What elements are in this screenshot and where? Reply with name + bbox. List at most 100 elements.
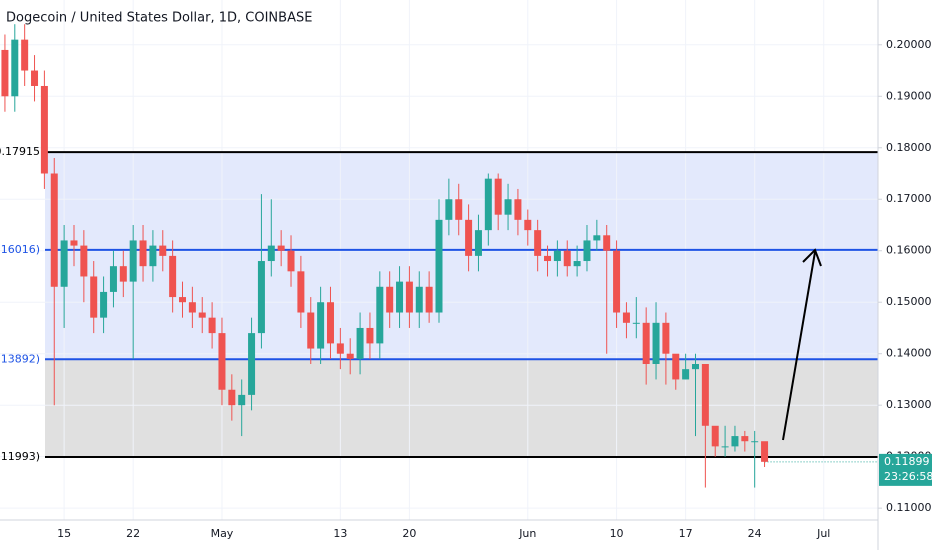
candle-body [682, 369, 690, 380]
candle-body [563, 250, 571, 267]
candle-body [524, 219, 532, 231]
candle-body [534, 230, 542, 256]
candle-body [267, 245, 275, 262]
x-tick-label: 22 [126, 527, 140, 540]
candle-body [632, 322, 640, 324]
candle-body [179, 297, 187, 303]
candle-body [356, 327, 364, 359]
candle-body [40, 85, 48, 174]
candle-body [119, 266, 127, 282]
candle-body [218, 333, 226, 390]
candle-body [70, 240, 78, 246]
candle-body [169, 255, 177, 298]
candle-body [60, 240, 68, 287]
candle-body [366, 327, 374, 344]
candle-body [731, 436, 739, 447]
candle-body [494, 178, 502, 215]
candle-body [405, 281, 413, 313]
chart-title: Dogecoin / United States Dollar, 1D, COI… [6, 11, 312, 26]
arrow-head [802, 248, 822, 267]
candle-body [425, 286, 433, 313]
candle-body [149, 245, 157, 267]
y-tick-label: 0.13000 [886, 398, 932, 411]
y-tick-label: 0.15000 [886, 295, 932, 308]
candle-body [100, 291, 108, 318]
candle-body [159, 245, 167, 256]
zone [45, 359, 878, 458]
candle-body [11, 39, 19, 97]
candle-body [287, 250, 295, 272]
zone [45, 152, 878, 360]
candle-body [721, 446, 729, 448]
candle-body [1, 49, 9, 97]
candle-body [603, 235, 611, 251]
candle-body [514, 199, 522, 220]
candle-body [652, 322, 660, 364]
x-tick-label: Jun [518, 527, 536, 540]
candle-body [474, 230, 482, 256]
candle-body [435, 219, 443, 313]
candle-body [613, 250, 621, 313]
candle-body [761, 441, 769, 462]
x-tick-label: May [211, 527, 234, 540]
candle-body [691, 364, 699, 370]
x-tick-label: Jul [816, 527, 830, 540]
candle-body [257, 261, 265, 334]
y-tick-label: 0.17000 [886, 192, 932, 205]
candle-body [277, 245, 285, 251]
candle-body [662, 322, 670, 354]
x-tick-label: 24 [748, 527, 762, 540]
candle-body [396, 281, 404, 313]
candle-body [386, 286, 394, 313]
candle-body [307, 312, 315, 349]
candle-body [593, 235, 601, 241]
candle-body [346, 353, 354, 359]
candle-body [238, 394, 246, 406]
candle-body [711, 425, 719, 447]
last-price-box [879, 453, 932, 486]
candle-body [21, 39, 29, 71]
candle-body [317, 302, 325, 349]
candle-body [642, 322, 650, 364]
y-tick-label: 0.11000 [886, 501, 932, 514]
candle-body [90, 276, 98, 318]
candle-body [445, 199, 453, 220]
candle-body [297, 271, 305, 313]
candle-body [139, 240, 147, 267]
candle-body [751, 441, 759, 443]
level-label: 0.13892) [0, 352, 40, 365]
x-tick-label: 20 [402, 527, 416, 540]
candle-body [248, 333, 256, 395]
candle-body [228, 389, 236, 406]
candle-body [336, 343, 344, 354]
arrow [782, 251, 816, 441]
x-tick-label: 10 [610, 527, 624, 540]
level-label: 0.16016) [0, 243, 40, 256]
candle-body [544, 255, 552, 262]
candle-body [109, 266, 117, 292]
y-tick-label: 0.19000 [886, 89, 932, 102]
candle-body [573, 261, 581, 267]
level-label: 0.11993) [0, 450, 40, 463]
candle-body [31, 70, 39, 86]
candle-body [504, 199, 512, 215]
candle-body [80, 245, 88, 277]
candle-body [583, 240, 591, 262]
candle-body [188, 302, 196, 313]
x-tick-label: 13 [333, 527, 347, 540]
candle-body [415, 286, 423, 313]
candle-body [198, 312, 206, 318]
candle-body [326, 302, 334, 344]
x-tick-label: 15 [57, 527, 71, 540]
candle-body [455, 199, 463, 220]
candle-body [701, 364, 709, 426]
candle-body [672, 353, 680, 380]
candle-body [484, 178, 492, 231]
x-tick-label: 17 [679, 527, 693, 540]
candle-body [208, 317, 216, 334]
last-price-label: 0.11899 [884, 455, 930, 468]
candle-body [465, 219, 473, 256]
y-tick-label: 0.16000 [886, 244, 932, 257]
candle-body [50, 173, 58, 287]
candle-body [376, 286, 384, 344]
